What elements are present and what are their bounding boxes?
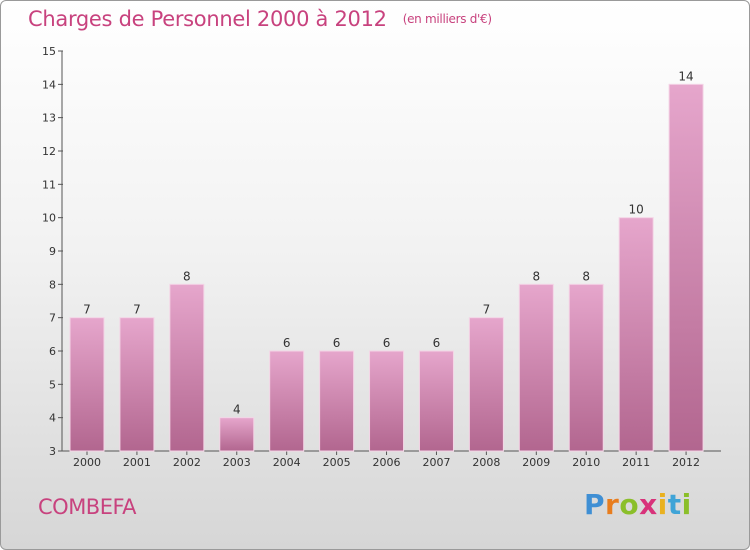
- logo-letter: x: [639, 488, 658, 521]
- bar: [618, 217, 654, 452]
- bar: [518, 283, 554, 452]
- chart-bars: [69, 83, 704, 452]
- bar: [418, 350, 454, 452]
- y-tick-label: 14: [42, 78, 56, 91]
- y-tick-label: 5: [49, 378, 56, 391]
- x-tick-label: 2008: [472, 456, 500, 469]
- x-tick-label: 2006: [373, 456, 401, 469]
- x-tick-label: 2002: [173, 456, 201, 469]
- x-tick-label: 2012: [672, 456, 700, 469]
- commune-name: COMBEFA: [38, 495, 137, 519]
- logo-letter: t: [667, 488, 682, 521]
- bar: [468, 317, 504, 452]
- bar-value-label: 10: [629, 203, 644, 217]
- x-tick-label: 2009: [522, 456, 550, 469]
- y-tick-label: 10: [42, 212, 56, 225]
- y-tick-label: 8: [49, 278, 56, 291]
- bar-value-label: 6: [433, 336, 441, 350]
- bar-value-label: 4: [233, 403, 241, 417]
- x-tick-label: 2010: [572, 456, 600, 469]
- chart-title: Charges de Personnel 2000 à 2012 (en mill…: [28, 7, 492, 31]
- y-tick-label: 9: [49, 245, 56, 258]
- logo-letter: i: [657, 488, 668, 521]
- x-tick-label: 2000: [73, 456, 101, 469]
- x-tick-label: 2007: [422, 456, 450, 469]
- bar: [69, 317, 105, 452]
- logo-letter: i: [681, 488, 692, 521]
- bar: [319, 350, 355, 452]
- y-tick-label: 3: [49, 445, 56, 458]
- bar: [169, 283, 205, 452]
- bar-value-label: 6: [333, 336, 341, 350]
- x-tick-label: 2001: [123, 456, 151, 469]
- bar-value-label: 7: [483, 303, 491, 317]
- bar-value-label: 6: [383, 336, 391, 350]
- y-tick-label: 13: [42, 112, 56, 125]
- logo-letter: o: [619, 488, 640, 521]
- bar: [219, 417, 255, 452]
- bar-value-label: 8: [582, 269, 590, 283]
- bar: [568, 283, 604, 452]
- y-tick-label: 15: [42, 45, 56, 58]
- bar: [119, 317, 155, 452]
- y-tick-label: 7: [49, 312, 56, 325]
- y-tick-label: 11: [42, 178, 56, 191]
- y-tick-label: 4: [49, 412, 56, 425]
- bar-value-label: 8: [532, 269, 540, 283]
- x-tick-label: 2004: [273, 456, 301, 469]
- bar: [269, 350, 305, 452]
- chart-labels: 2000 7 2001 7 2002 8 2003 4 2004 6 2005 6 2006 6 2007 6…: [73, 69, 700, 469]
- bar-value-label: 7: [83, 303, 91, 317]
- x-tick-label: 2011: [622, 456, 650, 469]
- bar-value-label: 7: [133, 303, 141, 317]
- chart-title-text: Charges de Personnel 2000 à 2012: [28, 7, 387, 31]
- proxiti-logo: Proxiti: [584, 488, 692, 521]
- bar: [668, 83, 704, 452]
- y-tick-label: 12: [42, 145, 56, 158]
- bar-value-label: 14: [678, 69, 693, 83]
- x-tick-label: 2005: [323, 456, 351, 469]
- y-tick-label: 6: [49, 345, 56, 358]
- x-tick-label: 2003: [223, 456, 251, 469]
- bar: [369, 350, 405, 452]
- bar-value-label: 8: [183, 269, 191, 283]
- bar-value-label: 6: [283, 336, 291, 350]
- logo-letter: r: [605, 488, 620, 521]
- logo-letter: P: [584, 488, 606, 521]
- chart-subtitle: (en milliers d'€): [402, 12, 492, 26]
